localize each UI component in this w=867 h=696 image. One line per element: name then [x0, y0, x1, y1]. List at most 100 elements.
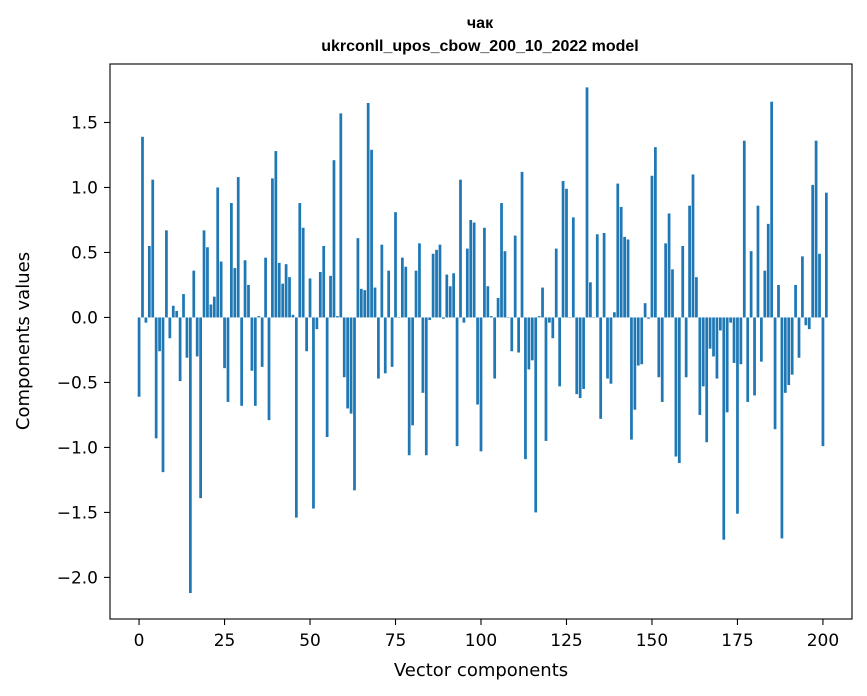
- bar-63: [353, 317, 356, 491]
- bar-199: [818, 253, 821, 318]
- bar-192: [794, 284, 797, 318]
- bar-166: [705, 317, 709, 443]
- bar-197: [811, 184, 815, 318]
- bars-group: [137, 87, 828, 593]
- bar-150: [650, 175, 654, 318]
- bar-110: [513, 235, 517, 318]
- bar-14: [185, 317, 189, 358]
- bar-19: [202, 230, 206, 318]
- bar-88: [438, 244, 442, 318]
- bar-33: [250, 317, 254, 371]
- bar-149: [647, 317, 650, 319]
- bar-82: [418, 243, 421, 318]
- bar-7: [161, 317, 165, 473]
- bar-8: [165, 230, 168, 318]
- bar-23: [216, 187, 220, 318]
- bar-156: [671, 269, 674, 318]
- bar-9: [168, 317, 172, 339]
- bar-196: [807, 317, 811, 330]
- bar-6: [158, 317, 161, 352]
- bar-5: [154, 317, 158, 439]
- bar-57: [332, 160, 336, 318]
- bar-155: [667, 213, 671, 318]
- bar-31: [243, 260, 247, 318]
- bar-182: [760, 317, 763, 362]
- bar-37: [264, 257, 267, 318]
- bar-175: [736, 317, 739, 514]
- bar-165: [701, 317, 705, 387]
- bar-93: [455, 317, 459, 447]
- y-axis-label: Components values: [13, 252, 34, 430]
- bar-188: [780, 317, 784, 539]
- bar-59: [339, 113, 343, 318]
- bar-66: [363, 290, 367, 318]
- bar-106: [500, 203, 503, 318]
- bar-58: [336, 316, 339, 318]
- bar-118: [541, 287, 544, 318]
- bar-43: [284, 264, 288, 318]
- bar-54: [322, 245, 326, 318]
- bar-65: [359, 288, 363, 318]
- bar-187: [777, 284, 780, 318]
- bar-78: [404, 266, 408, 318]
- bar-20: [206, 247, 209, 318]
- x-tick-label: 50: [299, 631, 321, 651]
- bar-140: [616, 183, 620, 318]
- bar-147: [640, 317, 644, 365]
- bar-114: [527, 317, 531, 370]
- bar-134: [595, 234, 599, 318]
- bar-71: [380, 244, 384, 318]
- bar-12: [178, 317, 182, 382]
- bar-39: [271, 178, 274, 318]
- bar-186: [773, 317, 777, 430]
- bar-18: [199, 317, 202, 499]
- bar-183: [763, 270, 767, 318]
- bar-68: [370, 149, 373, 318]
- bar-167: [708, 317, 712, 349]
- bar-141: [619, 206, 623, 318]
- bar-24: [219, 261, 223, 318]
- bar-51: [312, 317, 315, 509]
- bar-99: [476, 317, 479, 405]
- bar-73: [387, 270, 391, 318]
- bar-75: [394, 212, 397, 318]
- bar-13: [182, 294, 185, 318]
- bar-25: [223, 317, 226, 369]
- bar-102: [486, 286, 490, 318]
- bar-35: [257, 316, 261, 318]
- bar-38: [267, 317, 271, 421]
- bar-135: [599, 317, 603, 419]
- x-tick-label: 125: [550, 631, 582, 651]
- bar-92: [452, 273, 456, 318]
- bar-87: [435, 249, 438, 318]
- bar-97: [469, 219, 473, 318]
- bar-179: [749, 251, 753, 318]
- bar-158: [677, 317, 681, 464]
- bar-123: [558, 317, 562, 387]
- bar-174: [732, 317, 736, 363]
- bar-181: [756, 205, 760, 318]
- x-tick-label: 150: [636, 631, 668, 651]
- bar-136: [602, 232, 606, 318]
- bar-50: [308, 278, 312, 318]
- bar-72: [383, 317, 387, 374]
- bar-79: [407, 317, 411, 456]
- bar-2: [144, 317, 148, 323]
- bar-29: [236, 177, 240, 318]
- bar-84: [424, 317, 428, 456]
- bar-119: [544, 317, 548, 441]
- bar-64: [356, 238, 360, 318]
- bar-144: [630, 317, 633, 440]
- bar-173: [729, 317, 732, 323]
- bar-90: [445, 274, 449, 318]
- bar-193: [797, 317, 801, 358]
- bar-36: [260, 317, 264, 367]
- bar-194: [801, 256, 804, 318]
- bar-138: [609, 317, 613, 384]
- bar-15: [188, 317, 192, 593]
- bar-125: [565, 188, 568, 318]
- bar-163: [695, 277, 698, 318]
- bar-131: [585, 87, 589, 318]
- bar-169: [715, 317, 719, 379]
- bar-96: [465, 248, 469, 318]
